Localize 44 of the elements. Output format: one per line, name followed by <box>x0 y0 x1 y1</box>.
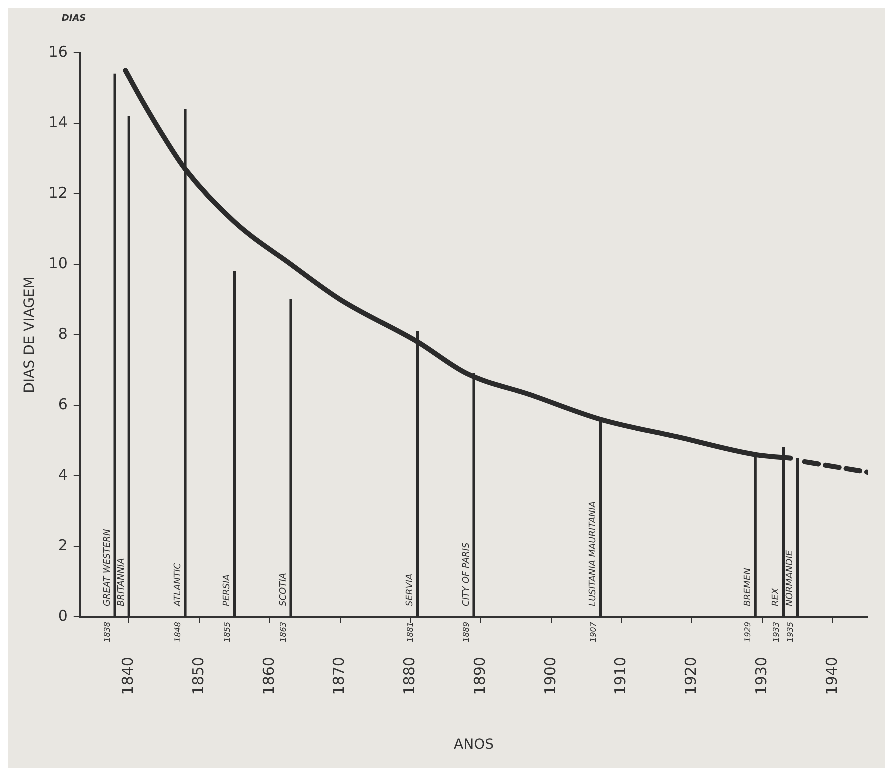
x-tick-label: 1930 <box>752 657 771 696</box>
annotation: 1935 <box>786 622 795 642</box>
annotation: LUSITANIA MAURITANIA <box>588 501 599 606</box>
x-tick-label: 1910 <box>612 657 630 696</box>
annotation: NORMANDIE <box>786 550 796 606</box>
y-tick-label: 4 <box>58 466 68 484</box>
x-tick-label: 1860 <box>260 657 278 696</box>
annotation: 1907 <box>588 621 598 642</box>
annotation: 1929 <box>744 622 753 642</box>
annotation: BREMEN <box>743 568 754 606</box>
y-tick-label: 12 <box>48 184 68 202</box>
x-tick-label: 1870 <box>330 657 348 696</box>
annotation: SERVIA <box>406 574 416 606</box>
x-tick-label: 1880 <box>400 657 419 696</box>
annotation: 1838 <box>103 622 112 642</box>
x-tick-label: 1850 <box>189 657 208 696</box>
annotation: SCOTIA <box>278 573 289 606</box>
x-tick-label: 1890 <box>470 657 489 696</box>
text: DIAS <box>62 14 86 24</box>
x-axis-title: ANOS <box>454 737 494 754</box>
y-tick-label: 16 <box>48 42 68 61</box>
annotation: CITY OF PARIS <box>462 542 472 606</box>
y-tick-label: 6 <box>58 395 68 414</box>
annotation: 1933 <box>772 622 781 642</box>
annotation: 1848 <box>174 622 183 642</box>
annotation: REX <box>772 588 782 606</box>
x-tick-label: 1920 <box>682 657 700 696</box>
y-tick-label: 14 <box>48 113 68 132</box>
annotation: ATLANTIC <box>173 562 184 608</box>
y-axis-title: DIAS DE VIAGEM <box>22 276 38 394</box>
annotation: 1863 <box>279 622 288 642</box>
y-tick-label: 0 <box>58 606 68 625</box>
annotation: 1881 <box>406 622 415 642</box>
y-tick-label: 2 <box>58 536 68 554</box>
annotation: GREAT WESTERN <box>102 528 113 606</box>
y-tick-label: 8 <box>58 324 68 343</box>
annotation: 1855 <box>222 622 232 642</box>
x-tick-label: 1840 <box>119 657 138 696</box>
x-tick-label: 1900 <box>541 657 560 696</box>
annotation: 1889 <box>462 622 472 642</box>
annotation: BRITANNIA <box>117 558 127 606</box>
y-tick-label: 10 <box>48 254 68 272</box>
annotation: PERSIA <box>222 574 233 606</box>
x-tick-label: 1940 <box>822 657 841 696</box>
